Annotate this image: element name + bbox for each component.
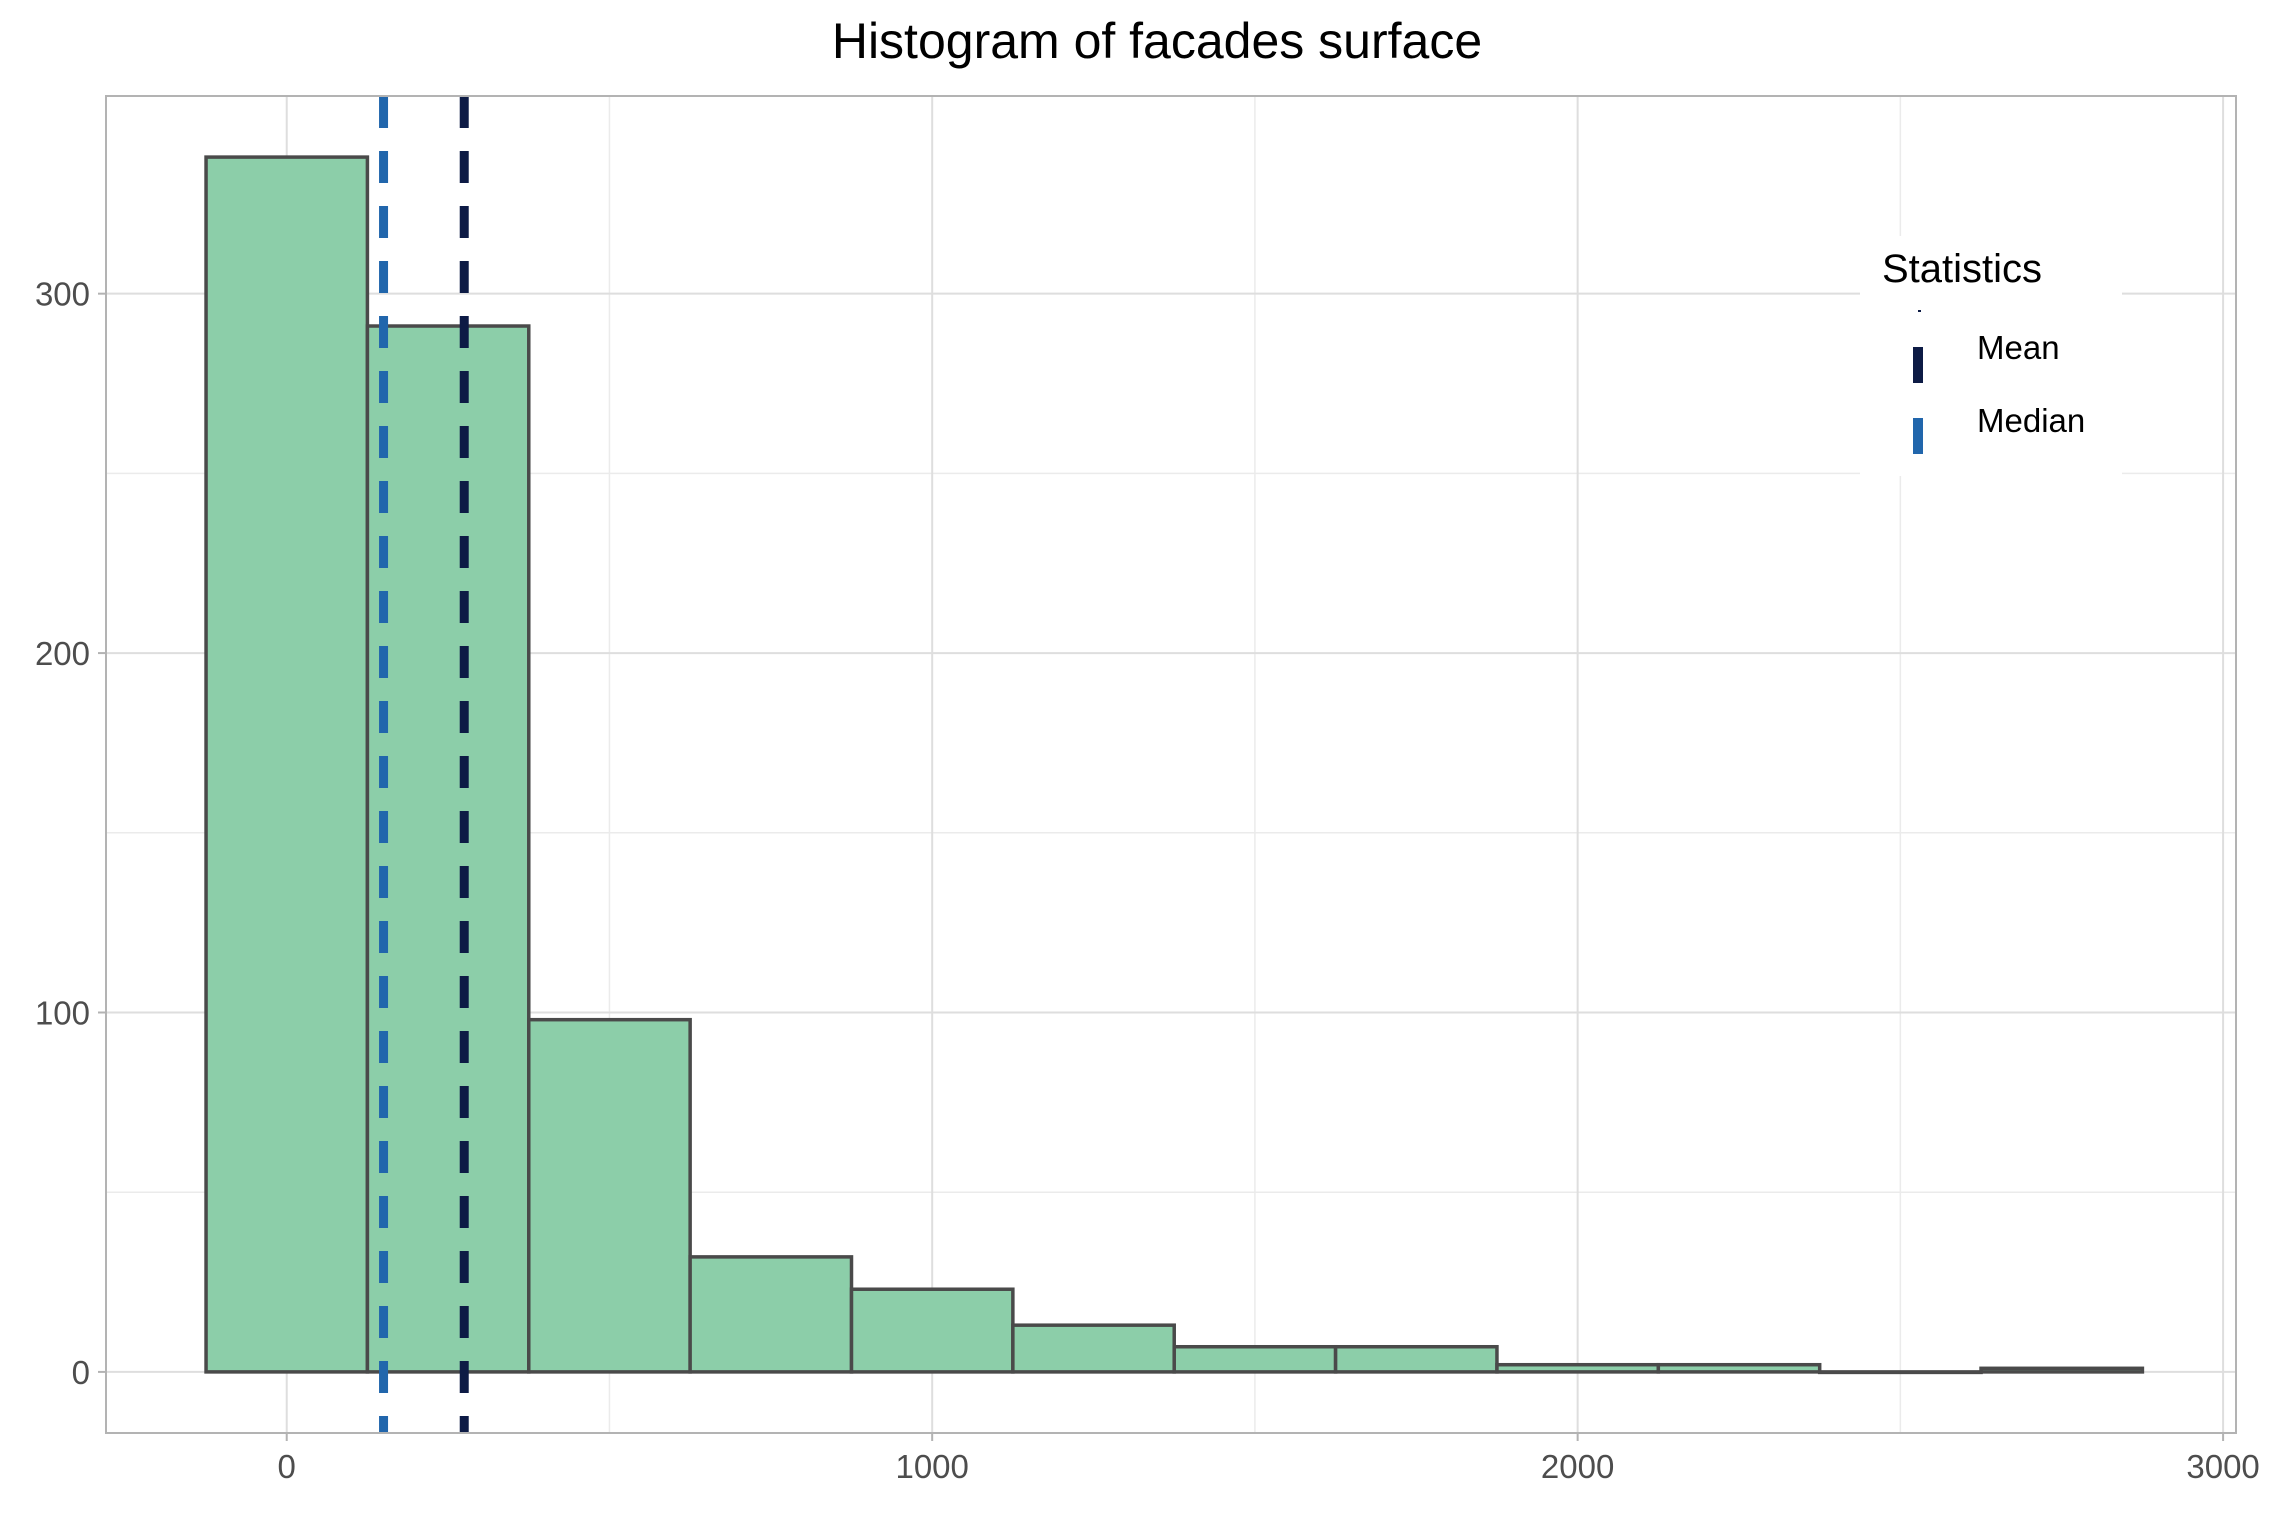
legend: Statistics Mean Median	[1860, 236, 2122, 476]
x-tick-label: 0	[278, 1448, 296, 1485]
x-tick-label: 1000	[895, 1448, 968, 1485]
histogram-bars	[204, 155, 2145, 1375]
y-tick-label: 200	[35, 635, 90, 672]
histogram-bar	[849, 1287, 1015, 1374]
histogram-bar	[1656, 1362, 1822, 1374]
x-tick-label: 2000	[1541, 1448, 1614, 1485]
legend-background	[1860, 236, 2122, 476]
histogram-bar	[365, 324, 531, 1374]
y-tick-label: 100	[35, 994, 90, 1031]
legend-label-mean: Mean	[1977, 329, 2060, 366]
y-tick-label: 300	[35, 276, 90, 313]
histogram-bar	[527, 1017, 692, 1374]
y-axis: 0 100 200 300	[35, 276, 106, 1391]
legend-key-median	[1913, 418, 1923, 454]
histogram-bar	[1817, 1370, 1983, 1375]
legend-label-median: Median	[1977, 402, 2085, 439]
histogram-bar	[204, 155, 370, 1374]
histogram-bar	[1979, 1366, 2145, 1374]
histogram-bar	[688, 1255, 854, 1374]
x-tick-label: 3000	[2186, 1448, 2259, 1485]
histogram-bar	[1172, 1344, 1338, 1374]
histogram-bar	[1011, 1323, 1176, 1374]
legend-title: Statistics	[1882, 247, 2042, 291]
chart-title: Histogram of facades surface	[832, 13, 1482, 69]
histogram-bar	[1333, 1344, 1499, 1374]
x-axis: 0 1000 2000 3000	[278, 1433, 2260, 1485]
plot-border	[105, 95, 2237, 1434]
reference-lines	[379, 96, 469, 1433]
histogram-bar	[1495, 1362, 1661, 1374]
legend-key-mean	[1913, 347, 1923, 383]
y-tick-label: 0	[72, 1354, 90, 1391]
